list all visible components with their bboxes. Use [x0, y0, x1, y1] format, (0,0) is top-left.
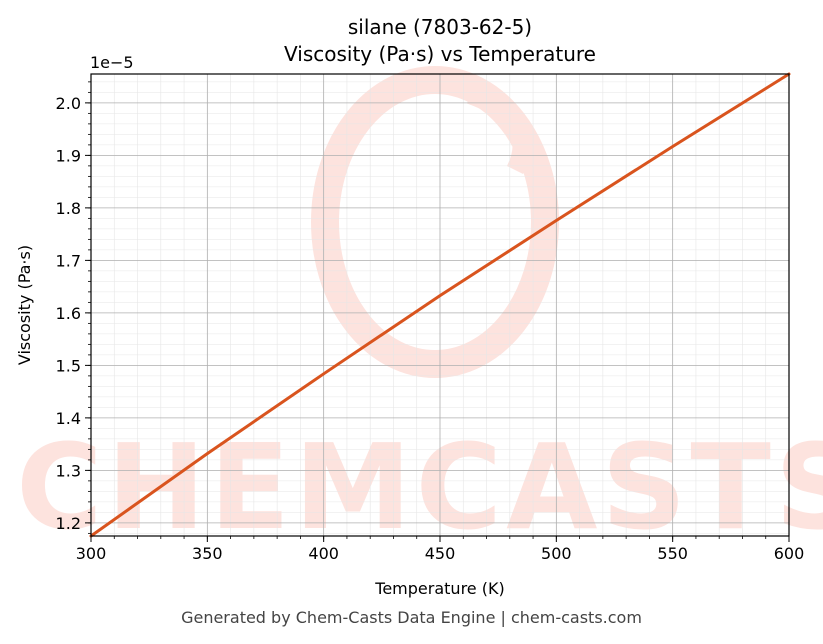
- y-tick-label: 1.4: [56, 409, 81, 428]
- footer-credit: Generated by Chem-Casts Data Engine | ch…: [181, 608, 642, 627]
- watermark-text: CHEMCASTS: [16, 418, 823, 556]
- viscosity-chart: CHEMCASTS 300 350 400 450 500 550 600 1.2 1.3 1.4…: [15, 15, 823, 598]
- watermark-logo-ring: [311, 66, 559, 378]
- y-tick-label: 1.8: [56, 199, 81, 218]
- chemcasts-watermark: CHEMCASTS: [16, 66, 823, 556]
- major-grid: [90, 74, 790, 536]
- y-tick-label: 1.3: [56, 461, 81, 480]
- series-layer: [89, 72, 791, 538]
- viscosity-series-line: [89, 72, 791, 538]
- y-offset-label: 1e−5: [90, 53, 134, 72]
- y-tick-label: 1.6: [56, 304, 81, 323]
- y-tick-label: 1.7: [56, 251, 81, 270]
- y-tick-label: 1.2: [56, 514, 81, 533]
- tick-labels: 300 350 400 450 500 550 600 1.2 1.3 1.4 1.5 1.6 1.7 1…: [56, 94, 805, 563]
- axis-ticks: [85, 81, 790, 542]
- y-tick-label: 1.5: [56, 356, 81, 375]
- watermark-logo-swash: [466, 86, 531, 175]
- x-tick-label: 350: [192, 544, 223, 563]
- chart-title: silane (7803-62-5): [348, 15, 532, 39]
- y-axis-label: Viscosity (Pa·s): [15, 245, 34, 365]
- x-axis-label: Temperature (K): [374, 579, 504, 598]
- x-tick-label: 450: [425, 544, 456, 563]
- y-tick-label: 2.0: [56, 94, 81, 113]
- x-tick-label: 550: [657, 544, 688, 563]
- x-tick-label: 500: [541, 544, 572, 563]
- x-tick-label: 600: [774, 544, 805, 563]
- x-tick-label: 300: [76, 544, 107, 563]
- x-tick-label: 400: [308, 544, 339, 563]
- y-tick-label: 1.9: [56, 146, 81, 165]
- chart-subtitle: Viscosity (Pa·s) vs Temperature: [284, 42, 596, 66]
